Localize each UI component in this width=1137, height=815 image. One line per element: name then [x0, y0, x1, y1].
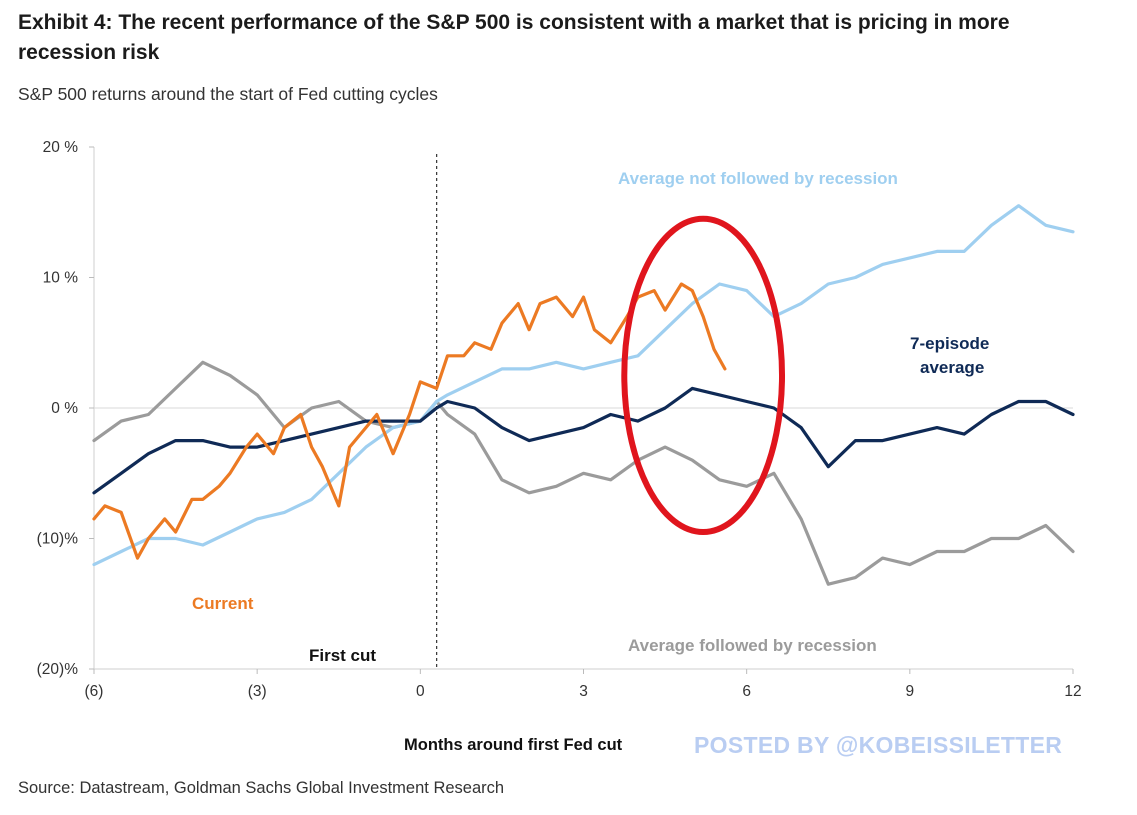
y-tick-label: 10 %: [43, 270, 79, 287]
series-line-0: [92, 360, 1075, 586]
x-tick-label: 6: [742, 683, 751, 700]
source-note: Source: Datastream, Goldman Sachs Global…: [18, 779, 505, 797]
x-tick-label: (3): [248, 683, 267, 700]
series-layer: [92, 204, 1075, 586]
x-tick-label: 12: [1064, 683, 1081, 700]
y-tick-label: (10)%: [37, 531, 79, 548]
highlight-layer: [621, 215, 786, 535]
x-tick-label: 9: [906, 683, 915, 700]
chart-subtitle: S&P 500 returns around the start of Fed …: [18, 84, 438, 104]
y-tick-label: 0 %: [51, 400, 78, 417]
label-first-cut: First cut: [309, 646, 376, 665]
x-tick-label: (6): [85, 683, 104, 700]
axes: 20 % 10 % 0 % (10)% (20)% (6) (3) 0 3 6 9 12: [37, 139, 1082, 700]
y-tick-label: 20 %: [43, 139, 79, 156]
label-followed: Average followed by recession: [628, 636, 877, 655]
y-tick-label: (20)%: [37, 661, 79, 678]
series-line-2: [92, 386, 1075, 495]
watermark: POSTED BY @KOBEISSILETTER: [694, 732, 1063, 758]
x-tick-label: 3: [579, 683, 588, 700]
label-seven-episode-line1: 7-episode: [910, 334, 989, 353]
label-current: Current: [192, 594, 254, 613]
x-axis-label: Months around first Fed cut: [404, 736, 623, 754]
series-line-1: [92, 204, 1075, 567]
chart-title: Exhibit 4: The recent performance of the…: [18, 11, 1010, 64]
label-not-followed: Average not followed by recession: [618, 169, 898, 188]
x-tick-label: 0: [416, 683, 425, 700]
highlight-ellipse: [621, 215, 786, 535]
label-seven-episode-line2: average: [920, 358, 984, 377]
